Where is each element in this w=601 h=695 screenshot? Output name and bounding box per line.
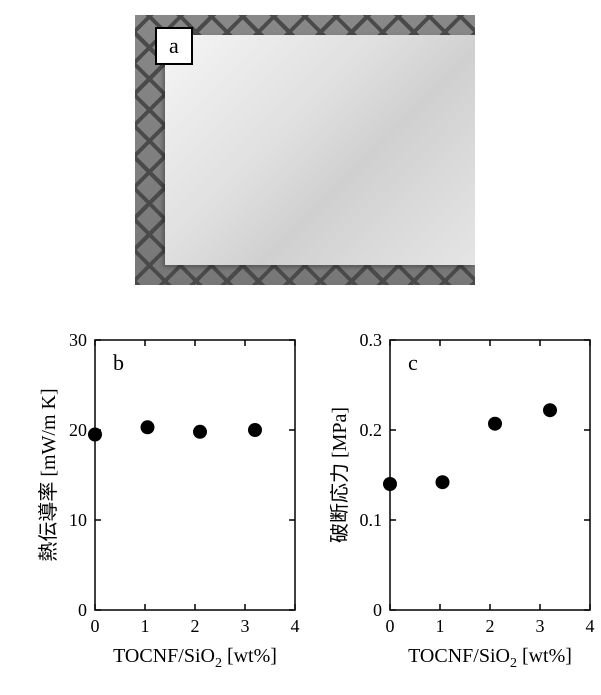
svg-text:4: 4 [586, 616, 595, 636]
svg-text:0: 0 [78, 600, 87, 620]
svg-text:破断応力 [MPa]: 破断応力 [MPa] [330, 407, 351, 543]
panel-a-photo: a [135, 15, 475, 285]
chart-b: 0 1 2 3 4 0 10 20 30 b TOCNF/SiO2 [wt%] 熱伝導率 [mW/m … [35, 330, 315, 695]
panel-a-label: a [155, 27, 193, 65]
chart-c-svg: 0 1 2 3 4 0 0.1 0.2 0.3 c TOCNF/SiO2 [wt%] 破断応力 [MP… [330, 330, 600, 690]
svg-text:0.2: 0.2 [360, 420, 383, 440]
svg-text:20: 20 [69, 420, 87, 440]
svg-text:c: c [408, 350, 418, 375]
figure-container: a 012340102030bTOCNF/SiO2 [wt%]熱伝導率 [mW/… [0, 0, 601, 691]
svg-text:b: b [113, 350, 124, 375]
chart-c: 0 1 2 3 4 0 0.1 0.2 0.3 c TOCNF/SiO2 [wt%] 破断応力 [MP… [330, 330, 600, 695]
svg-text:0.3: 0.3 [360, 330, 383, 350]
svg-text:1: 1 [436, 616, 445, 636]
svg-text:4: 4 [291, 616, 300, 636]
svg-text:1: 1 [141, 616, 150, 636]
svg-text:3: 3 [536, 616, 545, 636]
svg-text:2: 2 [486, 616, 495, 636]
svg-text:0: 0 [373, 600, 382, 620]
svg-text:0: 0 [386, 616, 395, 636]
svg-text:10: 10 [69, 510, 87, 530]
svg-text:熱伝導率 [mW/m K]: 熱伝導率 [mW/m K] [37, 388, 60, 561]
panel-a-letter: a [169, 33, 179, 58]
chart-b-svg: 0 1 2 3 4 0 10 20 30 b TOCNF/SiO2 [wt%] 熱伝導率 [mW/m … [35, 330, 315, 690]
svg-text:2: 2 [191, 616, 200, 636]
svg-text:30: 30 [69, 330, 87, 350]
sample-sheet [165, 35, 475, 265]
svg-text:0.1: 0.1 [360, 510, 383, 530]
svg-text:3: 3 [241, 616, 250, 636]
svg-text:TOCNF/SiO2 [wt%]: TOCNF/SiO2 [wt%] [408, 645, 572, 671]
svg-text:TOCNF/SiO2 [wt%]: TOCNF/SiO2 [wt%] [113, 645, 277, 671]
svg-text:0: 0 [91, 616, 100, 636]
